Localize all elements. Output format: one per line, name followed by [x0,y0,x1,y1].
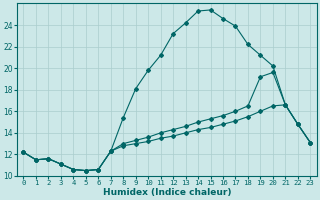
X-axis label: Humidex (Indice chaleur): Humidex (Indice chaleur) [103,188,231,197]
